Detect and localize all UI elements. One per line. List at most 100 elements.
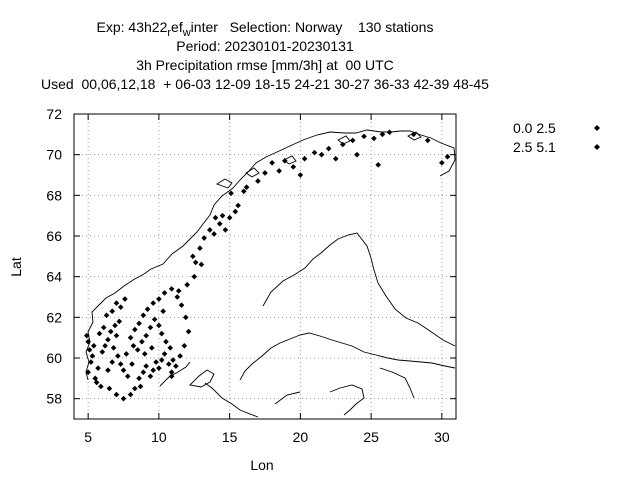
station-point-series-0 (193, 260, 199, 266)
station-point-series-0 (173, 363, 179, 369)
station-point-series-1 (199, 262, 205, 268)
station-point-series-1 (176, 288, 182, 294)
y-tick-label: 70 (46, 147, 62, 163)
station-point-series-0 (290, 164, 296, 170)
x-axis-label: Lon (250, 457, 273, 473)
y-tick-label: 66 (46, 228, 62, 244)
station-point-series-0 (152, 317, 158, 323)
station-point-series-0 (167, 345, 173, 351)
station-point-series-0 (98, 384, 104, 390)
station-point-series-0 (143, 333, 149, 339)
station-point-series-1 (375, 162, 381, 168)
station-point-series-0 (387, 130, 393, 136)
station-point-series-0 (128, 392, 134, 398)
station-point-series-0 (235, 203, 241, 209)
station-point-series-0 (135, 347, 141, 353)
station-point-series-0 (125, 374, 131, 380)
lofoten-islands (217, 132, 421, 188)
station-point-series-0 (122, 296, 128, 302)
station-point-series-0 (95, 365, 101, 371)
station-point-series-0 (145, 306, 151, 312)
station-point-series-0 (227, 215, 233, 221)
station-point-series-0 (153, 359, 159, 365)
station-point-series-0 (139, 339, 145, 345)
station-point-series-0 (131, 343, 137, 349)
station-point-series-0 (169, 286, 175, 292)
station-point-series-0 (183, 315, 189, 321)
island-gotland (190, 370, 214, 387)
title-parameter: 3h Precipitation rmse [mm/3h] at 00 UTC (0, 57, 530, 73)
station-point-series-0 (211, 231, 217, 237)
station-point-series-1 (213, 215, 219, 221)
station-point-series-0 (182, 343, 188, 349)
y-tick-label: 62 (46, 309, 62, 325)
station-point-series-0 (312, 150, 318, 156)
station-point-series-0 (112, 323, 118, 329)
x-tick-label: 30 (434, 429, 450, 445)
station-point-series-0 (148, 374, 154, 380)
station-point-series-0 (217, 221, 223, 227)
station-point-series-1 (276, 168, 282, 174)
legend-marker (594, 125, 600, 131)
station-point-series-0 (232, 209, 238, 215)
legend-label: 2.5 5.1 (513, 139, 556, 155)
title-exp-prefix: Exp: 43h22 (97, 19, 168, 35)
station-point-series-0 (269, 160, 275, 166)
station-point-series-0 (163, 339, 169, 345)
station-point-series-0 (115, 353, 121, 359)
station-point-series-0 (160, 308, 166, 314)
station-point-series-0 (97, 331, 103, 337)
station-point-series-1 (354, 152, 360, 158)
station-point-series-0 (162, 351, 168, 357)
station-point-series-0 (136, 321, 142, 327)
station-point-series-0 (114, 300, 120, 306)
station-point-series-1 (333, 156, 339, 162)
station-point-series-0 (124, 351, 130, 357)
station-point-series-0 (148, 325, 154, 331)
station-point-series-0 (142, 351, 148, 357)
y-tick-label: 58 (46, 391, 62, 407)
south-coast (160, 362, 414, 417)
station-point-series-0 (262, 170, 268, 176)
station-point-series-0 (99, 349, 105, 355)
station-point-series-1 (298, 172, 304, 178)
baltic-coast (240, 333, 455, 380)
station-point-series-0 (105, 367, 111, 373)
station-point-series-0 (197, 245, 203, 251)
x-tick-label: 15 (222, 429, 238, 445)
station-point-series-0 (223, 227, 229, 233)
station-point-series-0 (104, 313, 110, 319)
title-period: Period: 20230101-20230131 (0, 38, 530, 54)
y-tick-label: 72 (46, 106, 62, 122)
station-point-series-0 (174, 294, 180, 300)
station-point-series-0 (132, 327, 138, 333)
station-point-series-0 (162, 290, 168, 296)
station-point-series-0 (114, 333, 120, 339)
legend: 0.0 2.5 2.5 5.1 (513, 120, 600, 155)
y-tick-label: 60 (46, 350, 62, 366)
station-point-series-0 (132, 386, 138, 392)
station-point-series-0 (101, 325, 107, 331)
station-point-series-0 (156, 296, 162, 302)
station-point-series-0 (141, 369, 147, 375)
station-point-series-1 (191, 274, 197, 280)
station-point-series-0 (108, 329, 114, 335)
axis-ticks: 5 10 15 20 25 30 58 60 62 64 66 68 70 72 (46, 106, 456, 445)
station-point-series-0 (186, 329, 192, 335)
station-point-series-0 (207, 227, 213, 233)
station-point-series-0 (121, 396, 127, 402)
station-point-series-0 (326, 146, 332, 152)
y-tick-label: 64 (46, 269, 62, 285)
station-point-series-0 (190, 254, 196, 260)
station-point-series-0 (111, 345, 117, 351)
station-point-series-0 (350, 138, 356, 144)
plot-border (74, 114, 456, 419)
x-tick-label: 25 (363, 429, 379, 445)
coastline-map (86, 130, 455, 417)
station-point-series-0 (85, 339, 91, 345)
station-point-series-0 (371, 136, 377, 142)
station-point-series-0 (255, 178, 261, 184)
station-point-series-0 (129, 361, 135, 367)
y-axis-label: Lat (8, 257, 24, 277)
y-tick-label: 68 (46, 187, 62, 203)
